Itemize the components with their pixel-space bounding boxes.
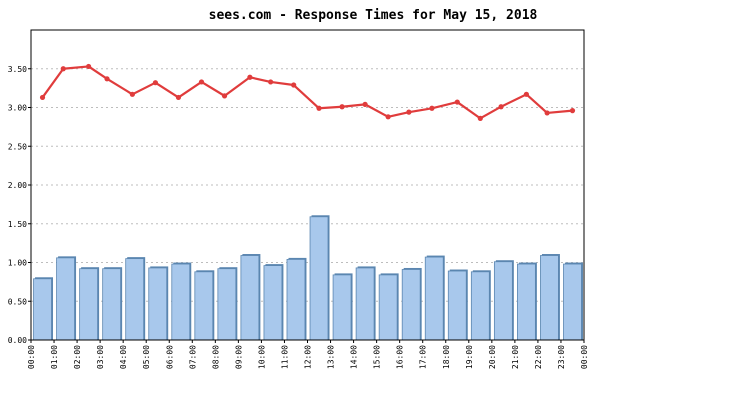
y-axis-ticks: 0.00 0.50 1.00 1.50 2.00 2.50 3.00 3.50 [8, 65, 31, 345]
line-point [339, 104, 345, 110]
line-point [544, 110, 550, 116]
x-tick-label: 08:00 [211, 345, 220, 369]
y-tick-label: 0.00 [8, 336, 27, 345]
bar [493, 261, 513, 341]
bar [148, 267, 168, 341]
line-point [221, 93, 228, 99]
line-point [454, 99, 460, 105]
y-tick-label: 1.00 [8, 259, 27, 268]
x-tick-label: 12:00 [304, 345, 313, 369]
y-tick-label: 2.00 [8, 181, 27, 190]
x-tick-label: 10:00 [257, 345, 266, 369]
x-tick-label: 20:00 [488, 345, 497, 369]
line-point [498, 104, 504, 110]
y-tick-label: 3.50 [8, 65, 27, 74]
y-tick-label: 2.50 [8, 142, 27, 151]
line-point [86, 63, 92, 70]
line-series [39, 63, 576, 121]
bar [378, 274, 398, 341]
bar [125, 258, 145, 341]
bar [56, 257, 75, 341]
line-point [291, 82, 297, 88]
line-point [316, 105, 322, 111]
bar [332, 274, 352, 341]
x-tick-label: 09:00 [234, 345, 243, 369]
bar [517, 263, 536, 341]
line-point [175, 94, 182, 101]
x-tick-label: 18:00 [442, 345, 451, 369]
x-tick-label: 02:00 [73, 345, 82, 369]
y-tick-label: 3.00 [8, 104, 27, 113]
x-tick-label: 16:00 [396, 345, 405, 369]
line-path [41, 65, 573, 120]
grid-lines [31, 30, 584, 340]
x-tick-label: 14:00 [350, 345, 359, 369]
x-tick-label: 00:00 [580, 345, 589, 369]
y-tick-label: 0.50 [8, 297, 27, 306]
x-tick-label: 22:00 [534, 345, 543, 369]
bar [470, 271, 490, 341]
line-point [385, 114, 391, 120]
bar [79, 268, 98, 341]
x-tick-label: 05:00 [142, 345, 151, 369]
bar [33, 278, 52, 341]
x-tick-label: 11:00 [280, 345, 289, 369]
x-axis-ticks: 00:00 01:00 02:00 03:00 04:00 05:00 06:00 07:00… [27, 340, 589, 369]
bar-series [33, 215, 583, 341]
line-point [477, 115, 483, 121]
line-point [523, 91, 529, 97]
y-tick-label: 1.50 [8, 220, 27, 229]
bar [286, 258, 306, 341]
x-tick-label: 19:00 [465, 345, 474, 369]
line-point [247, 74, 253, 80]
line-point [406, 109, 412, 115]
bar [540, 255, 559, 341]
bar [240, 255, 260, 341]
bar [171, 263, 191, 341]
bar [102, 268, 122, 341]
bar [424, 256, 444, 341]
x-tick-label: 21:00 [511, 345, 520, 369]
line-point [39, 94, 46, 101]
line-point [60, 66, 66, 72]
x-tick-label: 00:00 [27, 345, 36, 369]
x-tick-label: 01:00 [50, 345, 59, 369]
bar [194, 271, 214, 341]
line-point [569, 108, 576, 114]
x-tick-label: 13:00 [327, 345, 336, 369]
chart-title: sees.com - Response Times for May 15, 20… [209, 8, 538, 23]
x-tick-label: 15:00 [373, 345, 382, 369]
bar [263, 265, 283, 341]
bar [401, 269, 421, 341]
line-point [152, 80, 159, 86]
x-tick-label: 03:00 [96, 345, 105, 369]
bar [217, 268, 237, 341]
line-point [429, 105, 435, 111]
line-point [104, 76, 110, 82]
bar [563, 263, 582, 341]
line-point [362, 101, 368, 107]
x-tick-label: 23:00 [557, 345, 566, 369]
line-point [129, 91, 135, 97]
line-point [268, 79, 274, 85]
bar [355, 267, 375, 341]
x-tick-label: 04:00 [119, 345, 128, 369]
bar [309, 216, 329, 341]
x-tick-label: 06:00 [165, 345, 174, 369]
x-tick-label: 17:00 [419, 345, 428, 369]
bar [447, 270, 467, 341]
line-point [198, 79, 205, 85]
x-tick-label: 07:00 [188, 345, 197, 369]
